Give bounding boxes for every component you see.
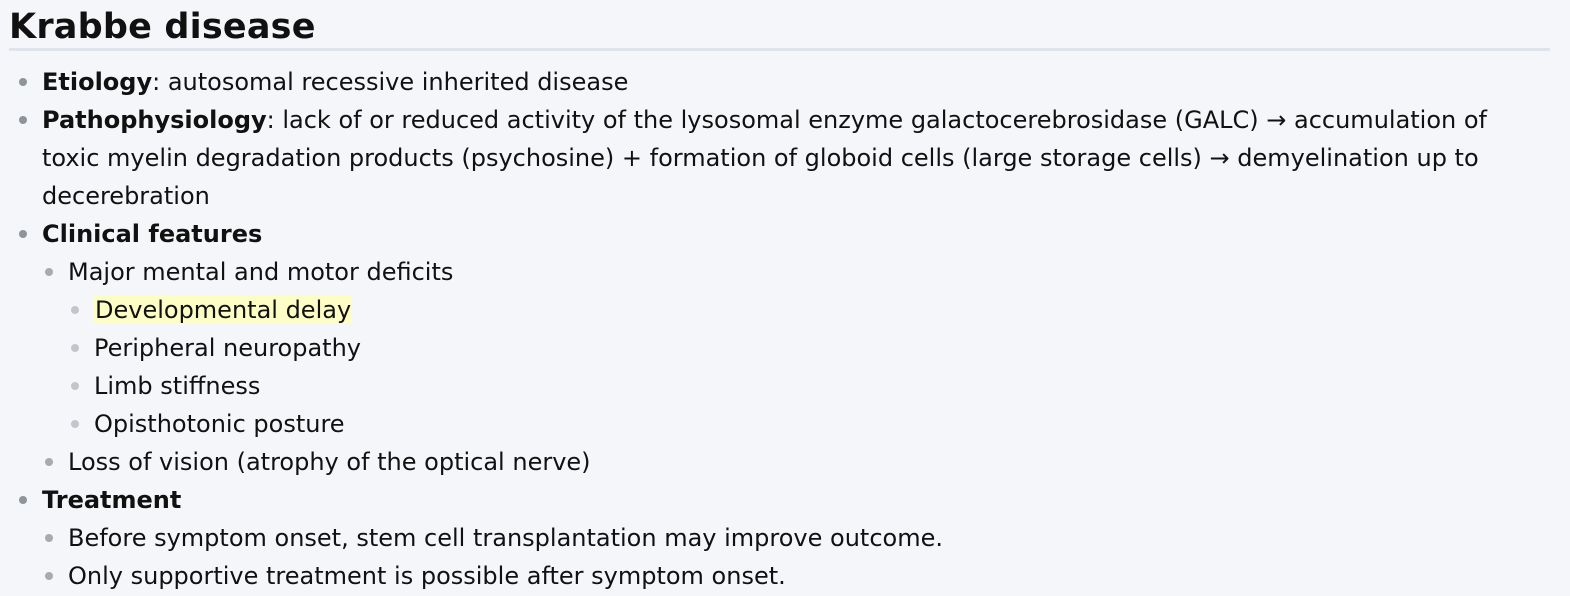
list-item-deficit: Opisthotonic posture (9, 405, 1550, 443)
item-text: : lack of or reduced activity of the lys… (42, 106, 1488, 210)
content-list: Etiology: autosomal recessive inherited … (9, 63, 1550, 595)
bullet-icon (19, 496, 27, 504)
deficits-sublist: Developmental delay Peripheral neuropath… (68, 291, 1550, 443)
item-text: Opisthotonic posture (94, 410, 345, 438)
bullet-icon (19, 78, 27, 86)
list-item-deficit: Limb stiffness (9, 367, 1550, 405)
item-text: Before symptom onset, stem cell transpla… (68, 524, 943, 552)
list-item-treatment-option: Before symptom onset, stem cell transpla… (9, 519, 1550, 557)
bullet-icon (45, 268, 53, 276)
item-label: Treatment (42, 486, 182, 514)
item-label: Pathophysiology (42, 106, 267, 134)
list-item-treatment-option: Only supportive treatment is possible af… (9, 557, 1550, 595)
item-text: : autosomal recessive inherited disease (152, 68, 629, 96)
bullet-icon (19, 230, 27, 238)
list-item-major-deficits: Major mental and motor deficits Developm… (9, 253, 1550, 443)
list-item-pathophysiology: Pathophysiology: lack of or reduced acti… (9, 101, 1550, 215)
item-text: Peripheral neuropathy (94, 334, 361, 362)
item-text: Limb stiffness (94, 372, 261, 400)
bullet-icon (45, 458, 53, 466)
list-item-deficit: Peripheral neuropathy (9, 329, 1550, 367)
bullet-icon (71, 382, 79, 390)
list-item-treatment: Treatment Before symptom onset, stem cel… (9, 481, 1550, 595)
bullet-icon (71, 306, 79, 314)
list-item-deficit: Developmental delay (9, 291, 1550, 329)
bullet-icon (19, 116, 27, 124)
item-label: Clinical features (42, 220, 263, 248)
treatment-sublist: Before symptom onset, stem cell transpla… (42, 519, 1550, 595)
highlighted-text: Developmental delay (94, 296, 353, 324)
item-text: Only supportive treatment is possible af… (68, 562, 786, 590)
item-text: Major mental and motor deficits (68, 258, 454, 286)
list-item-clinical-features: Clinical features Major mental and motor… (9, 215, 1550, 481)
bullet-icon (71, 344, 79, 352)
bullet-icon (45, 534, 53, 542)
item-text: Loss of vision (atrophy of the optical n… (68, 448, 591, 476)
list-item-etiology: Etiology: autosomal recessive inherited … (9, 63, 1550, 101)
list-item-vision-loss: Loss of vision (atrophy of the optical n… (9, 443, 1550, 481)
bullet-icon (71, 420, 79, 428)
item-label: Etiology (42, 68, 153, 96)
page-title: Krabbe disease (9, 0, 1550, 51)
bullet-icon (45, 572, 53, 580)
clinical-sublist: Major mental and motor deficits Developm… (42, 253, 1550, 481)
